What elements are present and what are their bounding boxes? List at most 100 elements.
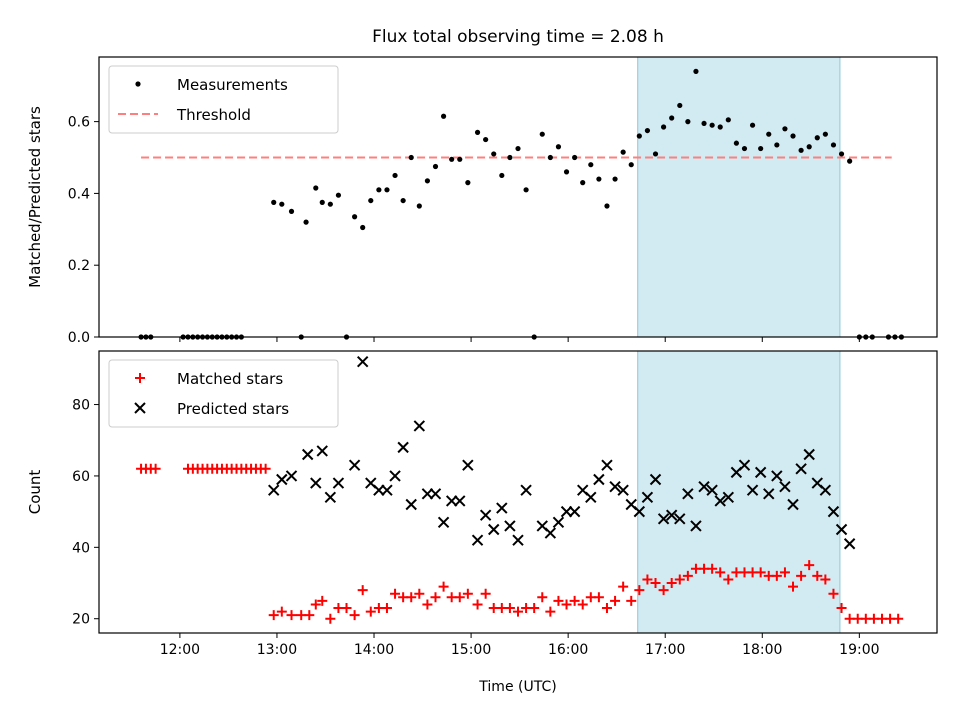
- data-point: [365, 606, 376, 617]
- data-point: [313, 185, 319, 191]
- data-point: [738, 459, 751, 471]
- data-point: [457, 156, 463, 162]
- data-point: [620, 149, 626, 155]
- data-point: [795, 463, 807, 475]
- data-point: [332, 477, 345, 489]
- data-point: [544, 527, 557, 539]
- data-point: [674, 574, 685, 585]
- data-point: [803, 448, 815, 461]
- data-point: [286, 610, 297, 621]
- data-point: [523, 187, 529, 193]
- data-point: [580, 180, 586, 186]
- x-tick-label: 17:00: [645, 642, 685, 658]
- data-point: [693, 68, 699, 74]
- x-tick-label: 19:00: [839, 642, 879, 658]
- data-point: [642, 574, 653, 585]
- data-point: [754, 466, 767, 479]
- data-point: [260, 463, 271, 474]
- data-point: [356, 356, 369, 368]
- data-point: [741, 145, 748, 152]
- data-point: [438, 581, 449, 592]
- data-point: [271, 199, 277, 205]
- legend-label: Measurements: [177, 76, 288, 94]
- legend-box: [108, 359, 339, 428]
- x-tick-label: 16:00: [548, 642, 588, 658]
- data-point: [649, 473, 662, 486]
- data-point: [413, 420, 426, 432]
- data-point: [707, 563, 718, 574]
- x-tick-label: 18:00: [742, 642, 782, 658]
- x-tick-label: 12:00: [160, 642, 200, 658]
- data-point: [392, 172, 398, 179]
- data-point: [626, 595, 637, 606]
- data-point: [601, 603, 612, 614]
- data-point: [633, 505, 646, 518]
- data-point: [588, 162, 594, 168]
- data-point: [563, 169, 570, 175]
- data-point: [499, 172, 505, 179]
- data-point: [150, 463, 161, 474]
- data-point: [766, 131, 772, 137]
- series-predicted-stars: [268, 356, 856, 550]
- y-tick-label: 0.0: [68, 330, 90, 346]
- data-point: [758, 145, 764, 152]
- data-point: [454, 592, 465, 603]
- data-point: [352, 214, 358, 220]
- data-point: [779, 480, 791, 493]
- data-point: [304, 610, 315, 621]
- data-point: [715, 567, 726, 578]
- data-point: [539, 131, 545, 137]
- data-point: [437, 516, 450, 529]
- panel-ratio: 0.0 0.2 0.4 0.6 Matched/Predicted stars Measu…: [26, 56, 938, 346]
- x-tick-label: 13:00: [257, 642, 297, 658]
- y-tick-label: 40: [72, 540, 90, 556]
- data-point: [381, 484, 393, 496]
- data-point: [285, 470, 298, 482]
- legend: Measurements Threshold: [108, 65, 339, 134]
- data-point: [771, 570, 782, 581]
- data-point: [547, 154, 553, 161]
- data-point: [301, 448, 314, 461]
- data-point: [682, 570, 693, 581]
- data-point: [327, 201, 333, 207]
- data-point: [669, 115, 675, 121]
- data-point: [714, 495, 726, 507]
- data-point: [836, 603, 847, 614]
- data-point: [384, 187, 390, 193]
- data-point: [406, 592, 417, 603]
- data-point: [749, 122, 756, 128]
- data-point: [593, 473, 605, 486]
- data-point: [381, 603, 392, 614]
- data-point: [804, 560, 815, 571]
- data-point: [722, 491, 735, 504]
- data-point: [440, 113, 447, 119]
- data-point: [658, 585, 669, 596]
- data-point: [319, 199, 325, 205]
- legend-label: Predicted stars: [177, 400, 289, 418]
- data-point: [414, 588, 425, 599]
- y-tick-label: 0.6: [68, 115, 90, 131]
- data-point: [373, 484, 385, 496]
- data-point: [788, 581, 799, 592]
- data-point: [617, 484, 629, 496]
- data-point: [268, 610, 279, 621]
- data-point: [310, 599, 321, 610]
- data-point: [830, 142, 837, 148]
- legend-marker-predicted: [134, 402, 146, 414]
- data-point: [893, 613, 904, 624]
- data-point: [405, 498, 417, 511]
- data-point: [820, 574, 831, 585]
- data-point: [276, 606, 287, 617]
- data-point: [569, 595, 580, 606]
- data-point: [462, 588, 473, 599]
- data-point: [835, 523, 848, 536]
- data-point: [609, 480, 621, 493]
- data-point: [838, 151, 845, 157]
- data-point: [806, 144, 812, 150]
- data-point: [568, 505, 581, 518]
- highlight-span: [637, 56, 841, 338]
- data-point: [698, 480, 710, 493]
- data-point: [421, 488, 434, 500]
- data-point: [555, 144, 562, 150]
- data-point: [479, 509, 492, 521]
